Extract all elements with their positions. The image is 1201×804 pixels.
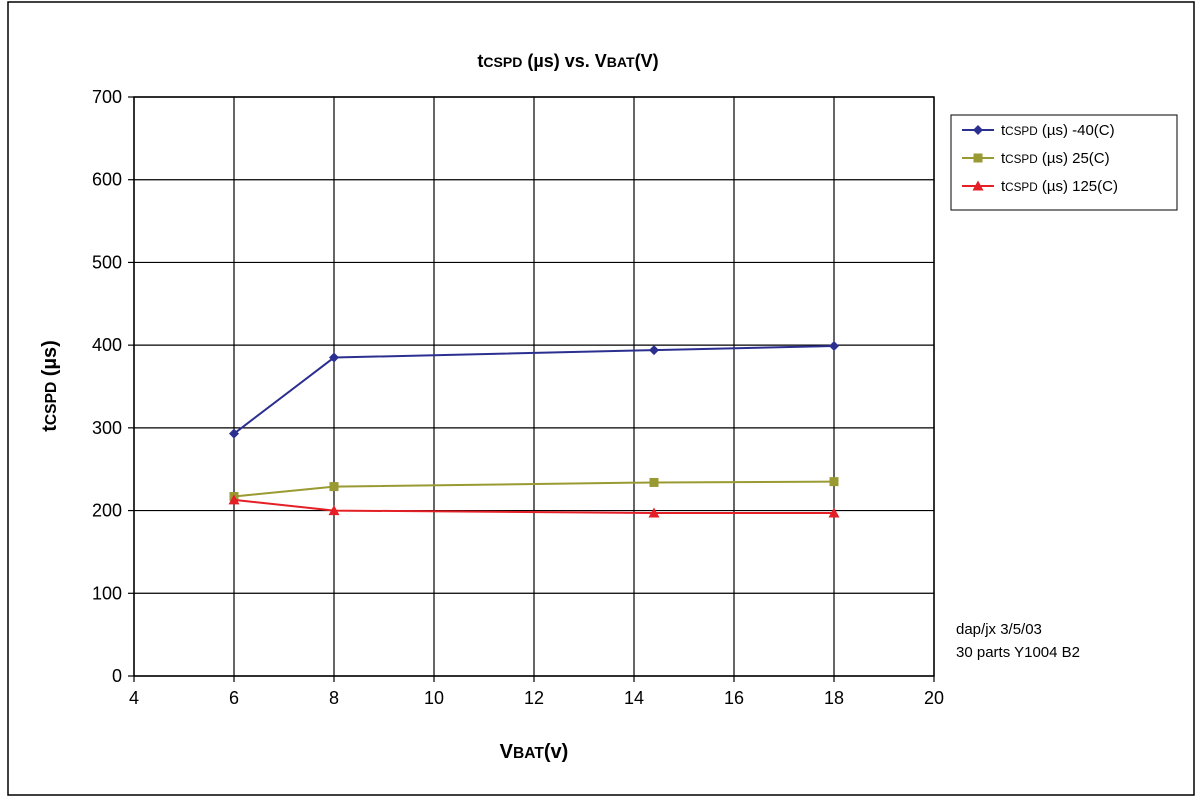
x-tick-label: 12 — [524, 688, 544, 708]
data-point — [328, 505, 340, 516]
annotation-parts: 30 parts Y1004 B2 — [956, 644, 1080, 661]
legend-item-0: tCSPD (µs) -40(C) — [962, 122, 1115, 139]
data-point — [228, 494, 240, 505]
legend-marker — [973, 125, 983, 135]
x-tick-label: 20 — [924, 688, 944, 708]
x-tick-label: 10 — [424, 688, 444, 708]
data-point — [229, 428, 239, 439]
legend-label: tCSPD (µs) 125(C) — [1001, 178, 1118, 195]
data-point — [649, 345, 659, 356]
x-tick-label: 14 — [624, 688, 644, 708]
legend-label: tCSPD (µs) -40(C) — [1001, 122, 1115, 139]
legend: tCSPD (µs) -40(C) tCSPD (µs) 25(C) tCSPD (… — [950, 114, 1178, 211]
annotation-date: dap/jx 3/5/03 — [956, 621, 1042, 638]
x-tick-label: 16 — [724, 688, 744, 708]
legend-item-1: tCSPD (µs) 25(C) — [962, 150, 1110, 167]
x-tick-label: 18 — [824, 688, 844, 708]
series-group — [228, 340, 840, 518]
series-2 — [228, 494, 840, 518]
data-point — [648, 507, 660, 518]
x-axis-title: VBAT(v) — [500, 741, 569, 763]
data-point — [649, 477, 659, 487]
data-point — [329, 352, 339, 363]
y-tick-label: 400 — [92, 335, 122, 355]
x-tick-labels: 4 6 8 10 12 14 16 18 20 — [129, 676, 944, 708]
data-point — [329, 482, 339, 492]
data-point — [828, 507, 840, 518]
y-tick-label: 500 — [92, 252, 122, 272]
y-tick-labels: 0 100 200 300 400 500 600 700 — [92, 87, 134, 686]
legend-marker — [972, 180, 984, 191]
y-axis-title: tCSPD (µs) — [39, 340, 61, 432]
x-tick-label: 4 — [129, 688, 139, 708]
series-0 — [229, 340, 839, 439]
y-tick-label: 0 — [112, 666, 122, 686]
chart-title: tCSPD (µs) vs. VBAT(V) — [477, 51, 658, 71]
data-point — [829, 477, 839, 487]
data-point — [829, 340, 839, 351]
x-tick-label: 8 — [329, 688, 339, 708]
legend-marker — [973, 153, 983, 163]
y-tick-label: 700 — [92, 87, 122, 107]
y-tick-label: 100 — [92, 583, 122, 603]
series-line — [233, 344, 835, 435]
legend-item-2: tCSPD (µs) 125(C) — [962, 178, 1118, 195]
legend-label: tCSPD (µs) 25(C) — [1001, 150, 1110, 167]
y-tick-label: 200 — [92, 501, 122, 521]
series-line — [233, 480, 835, 498]
y-tick-label: 600 — [92, 170, 122, 190]
y-tick-label: 300 — [92, 418, 122, 438]
x-tick-label: 6 — [229, 688, 239, 708]
series-line — [233, 498, 834, 515]
